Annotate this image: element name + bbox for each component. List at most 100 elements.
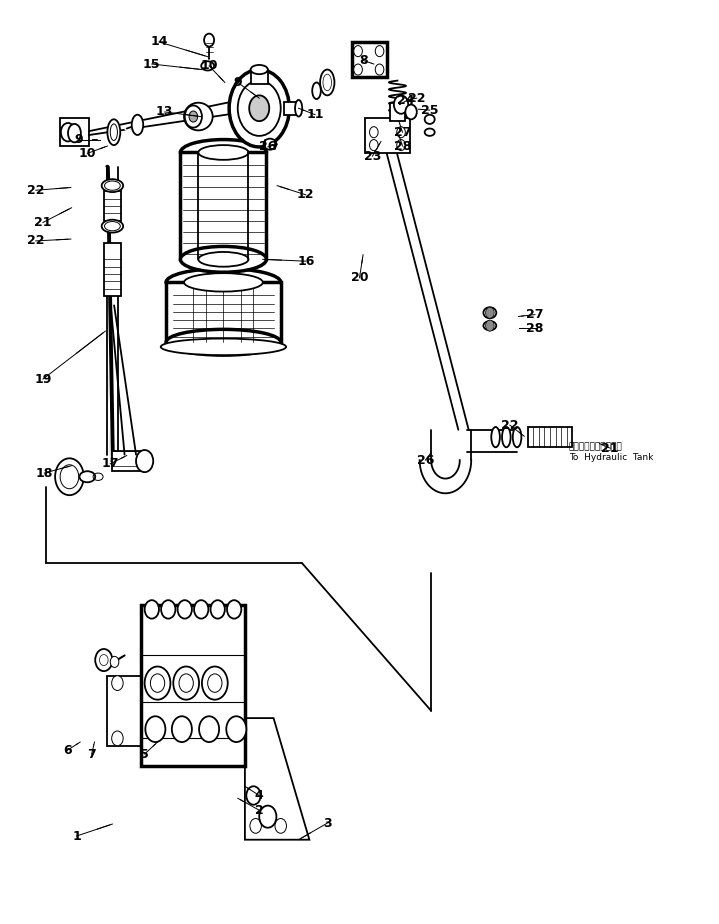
Text: 4: 4 (255, 789, 264, 802)
Bar (104, 243, 121, 297)
Bar (365, 118, 410, 153)
Ellipse shape (184, 103, 213, 130)
Circle shape (275, 819, 286, 833)
Circle shape (375, 64, 384, 75)
Ellipse shape (312, 82, 321, 99)
Text: 8: 8 (359, 54, 367, 67)
Text: 22: 22 (27, 235, 45, 248)
Ellipse shape (166, 269, 280, 297)
Circle shape (211, 601, 225, 618)
Ellipse shape (425, 115, 435, 124)
Circle shape (249, 95, 269, 121)
Bar (141, 605, 245, 766)
Circle shape (229, 69, 289, 147)
Text: ハイドロリックタンク: ハイドロリックタンク (569, 442, 623, 451)
Text: 2: 2 (255, 804, 264, 817)
Text: 26: 26 (417, 454, 434, 467)
Circle shape (111, 675, 123, 690)
Ellipse shape (264, 139, 276, 150)
Circle shape (354, 45, 362, 56)
Text: 27: 27 (526, 308, 544, 322)
Ellipse shape (198, 145, 249, 160)
Ellipse shape (107, 119, 120, 145)
Text: 21: 21 (35, 216, 52, 229)
Circle shape (247, 786, 261, 805)
Text: 16: 16 (297, 255, 314, 268)
Text: 15: 15 (143, 57, 160, 70)
Circle shape (226, 716, 247, 742)
Circle shape (185, 105, 202, 128)
Circle shape (260, 806, 276, 828)
Text: 21: 21 (601, 442, 619, 455)
Bar (111, 451, 146, 466)
Circle shape (145, 716, 165, 742)
Ellipse shape (425, 128, 435, 136)
Bar (104, 186, 121, 221)
Text: 19: 19 (35, 372, 52, 385)
Circle shape (145, 601, 159, 618)
Ellipse shape (180, 140, 267, 165)
Text: 23: 23 (364, 150, 381, 163)
Bar (390, 103, 405, 121)
Circle shape (161, 601, 175, 618)
Text: 3: 3 (323, 817, 331, 830)
Circle shape (202, 666, 228, 699)
Text: 14: 14 (150, 35, 168, 48)
Circle shape (173, 666, 199, 699)
Text: 5: 5 (140, 748, 149, 760)
Text: 28: 28 (526, 322, 544, 334)
Ellipse shape (101, 179, 123, 192)
Ellipse shape (166, 329, 280, 355)
Bar (284, 102, 298, 115)
Ellipse shape (483, 308, 496, 318)
Ellipse shape (132, 115, 143, 135)
Text: 10: 10 (78, 147, 96, 160)
Circle shape (238, 80, 280, 136)
Text: 28: 28 (394, 140, 411, 152)
Ellipse shape (101, 220, 123, 233)
Text: 17: 17 (101, 457, 119, 470)
Ellipse shape (483, 321, 496, 330)
Circle shape (189, 111, 198, 122)
Circle shape (111, 731, 123, 746)
Circle shape (95, 649, 112, 671)
Text: 6: 6 (63, 744, 72, 757)
Circle shape (178, 601, 192, 618)
Bar (60, 118, 88, 146)
Circle shape (194, 601, 209, 618)
Polygon shape (245, 718, 309, 840)
Circle shape (145, 666, 170, 699)
Text: 10: 10 (201, 59, 218, 72)
Text: 12: 12 (297, 188, 314, 201)
Bar (528, 427, 572, 447)
Ellipse shape (161, 338, 286, 355)
Ellipse shape (320, 69, 334, 95)
Text: 13: 13 (156, 105, 173, 118)
Text: 9: 9 (75, 133, 83, 146)
Text: 25: 25 (421, 103, 439, 116)
Text: 27: 27 (394, 126, 411, 139)
Text: 26: 26 (259, 140, 277, 153)
Circle shape (250, 819, 262, 833)
Circle shape (110, 656, 119, 667)
Text: 22: 22 (27, 184, 45, 197)
Circle shape (199, 716, 219, 742)
Text: To  Hydraulic  Tank: To Hydraulic Tank (569, 453, 653, 462)
Circle shape (485, 320, 494, 331)
Text: 22: 22 (408, 91, 426, 104)
Bar (251, 69, 267, 84)
Polygon shape (107, 675, 141, 746)
Bar (166, 283, 280, 342)
Ellipse shape (491, 427, 500, 447)
Bar (180, 152, 267, 260)
Text: 20: 20 (351, 272, 368, 285)
Circle shape (172, 716, 192, 742)
Text: 18: 18 (36, 467, 53, 480)
Circle shape (354, 64, 362, 75)
Ellipse shape (184, 274, 263, 292)
Circle shape (136, 450, 153, 472)
Circle shape (204, 33, 214, 46)
Text: 7: 7 (87, 748, 96, 760)
Text: 22: 22 (501, 419, 518, 432)
Bar (112, 451, 145, 471)
